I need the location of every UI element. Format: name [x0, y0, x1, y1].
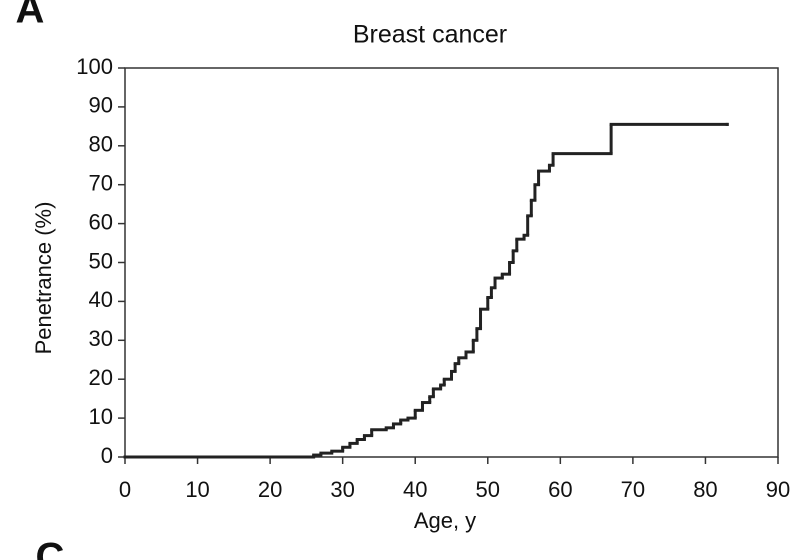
y-tick-label: 50 — [89, 248, 113, 273]
y-tick-label: 40 — [89, 287, 113, 312]
y-tick-label: 0 — [101, 443, 113, 468]
chart-title: Breast cancer — [353, 21, 507, 49]
x-tick-label: 20 — [258, 477, 282, 502]
y-tick-label: 30 — [89, 326, 113, 351]
x-axis-label: Age, y — [414, 508, 476, 533]
x-tick-label: 50 — [476, 477, 500, 502]
plot-frame — [124, 67, 779, 458]
y-tick-label: 90 — [89, 93, 113, 118]
y-tick-label: 20 — [89, 365, 113, 390]
x-tick-label: 80 — [693, 477, 717, 502]
x-tick-label: 90 — [766, 477, 790, 502]
y-tick-label: 80 — [89, 132, 113, 157]
y-axis-label: Penetrance (%) — [31, 202, 56, 355]
panel-label: A — [16, 0, 45, 32]
y-tick-label: 10 — [89, 404, 113, 429]
y-tick-label: 70 — [89, 171, 113, 196]
x-tick-label: 60 — [548, 477, 572, 502]
panel-label: C — [36, 536, 65, 560]
x-tick-label: 30 — [330, 477, 354, 502]
x-tick-label: 10 — [185, 477, 209, 502]
x-tick-label: 40 — [403, 477, 427, 502]
y-tick-label: 100 — [76, 54, 113, 79]
y-tick-label: 60 — [89, 209, 113, 234]
x-tick-label: 70 — [621, 477, 645, 502]
x-tick-label: 0 — [119, 477, 131, 502]
